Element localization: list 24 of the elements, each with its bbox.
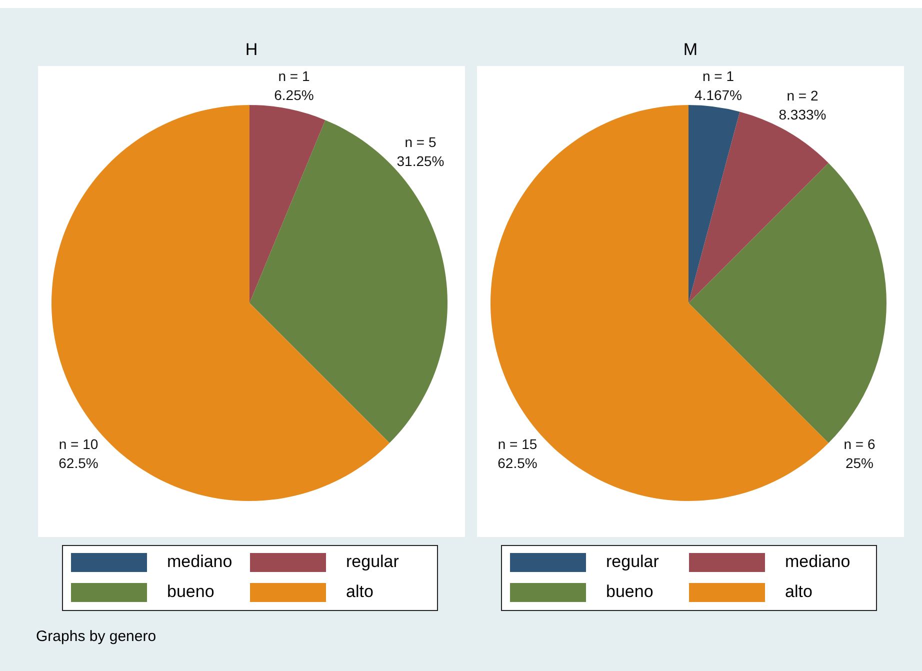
data-label: n = 2 8.333%: [778, 88, 826, 123]
data-label: n = 1 6.25%: [274, 68, 314, 103]
legend-label: mediano: [167, 552, 232, 572]
pie-slice: [688, 105, 740, 303]
data-label: n = 15 62.5%: [498, 436, 538, 471]
data-label: n = 5 31.25%: [396, 134, 444, 170]
legend-label: alto: [346, 582, 374, 602]
data-label: n = 1 4.167%: [694, 68, 742, 103]
pie-slice: [52, 105, 390, 501]
data-label: n = 10 62.5%: [58, 436, 98, 471]
chart-title: M: [682, 40, 699, 60]
pie-slice: [688, 112, 829, 303]
pie-slice: [490, 105, 829, 501]
pie-slice: [250, 105, 326, 303]
legend-label: bueno: [167, 582, 214, 602]
legend-label: mediano: [785, 552, 850, 572]
legend-label: bueno: [606, 582, 654, 602]
pie-slice: [250, 120, 448, 444]
legend-label: alto: [785, 582, 812, 602]
data-label: n = 6 25%: [844, 436, 876, 471]
text: Graphs by genero: [36, 628, 156, 645]
chart-title: H: [244, 40, 259, 60]
legend-label: regular: [606, 552, 659, 572]
legend-label: regular: [346, 552, 399, 572]
